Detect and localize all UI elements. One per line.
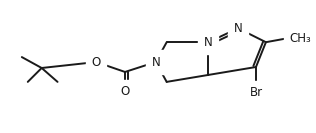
Text: CH₃: CH₃ xyxy=(290,32,312,45)
Text: N: N xyxy=(234,22,242,35)
Text: O: O xyxy=(120,85,130,98)
Text: N: N xyxy=(151,56,160,68)
Text: O: O xyxy=(92,56,101,68)
Text: Br: Br xyxy=(249,86,263,99)
Text: N: N xyxy=(204,36,213,49)
